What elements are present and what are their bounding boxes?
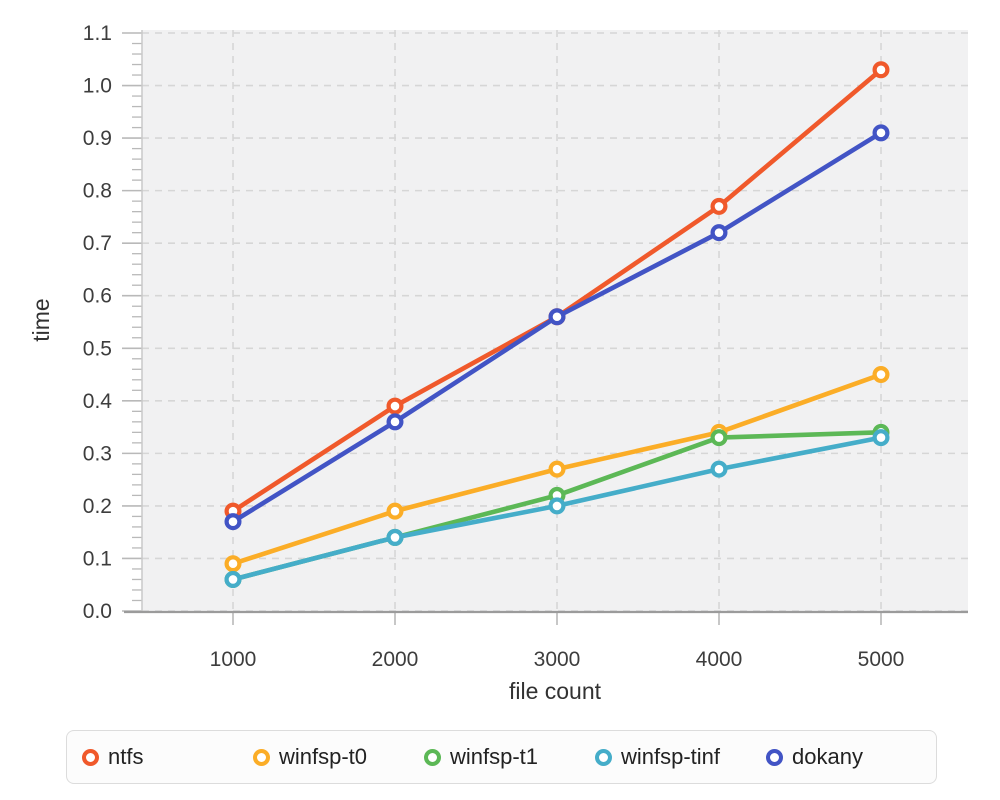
x-tick-label: 1000 bbox=[210, 648, 257, 671]
y-tick-label: 0.8 bbox=[83, 180, 112, 203]
series-marker-dokany bbox=[386, 413, 404, 431]
legend-item-label: ntfs bbox=[108, 744, 144, 769]
y-tick-label: 0.5 bbox=[83, 337, 112, 360]
y-tick-label: 0.4 bbox=[83, 390, 113, 413]
legend: ntfs winfsp-t0 winfsp-t1 winfsp-tinf dokany bbox=[66, 730, 937, 784]
series-marker-winfsp-tinf bbox=[224, 570, 242, 588]
y-axis-label: time bbox=[28, 298, 54, 341]
legend-item-label: winfsp-t1 bbox=[450, 744, 539, 769]
winfsp-t0-marker-icon bbox=[253, 748, 270, 766]
series-marker-winfsp-t0 bbox=[872, 366, 890, 384]
series-marker-winfsp-tinf bbox=[548, 497, 566, 515]
legend-item-winfsp-t0: winfsp-t0 bbox=[253, 744, 424, 770]
series-marker-ntfs bbox=[386, 397, 404, 415]
series-marker-ntfs bbox=[710, 197, 728, 215]
series-marker-dokany bbox=[872, 124, 890, 142]
series-marker-winfsp-tinf bbox=[872, 429, 890, 447]
x-tick-label: 2000 bbox=[372, 648, 419, 671]
legend-item-label: dokany bbox=[792, 744, 863, 769]
winfsp-tinf-marker-icon bbox=[595, 748, 612, 766]
y-tick-label: 1.0 bbox=[83, 75, 112, 98]
winfsp-t1-marker-icon bbox=[424, 748, 441, 766]
legend-item-winfsp-t1: winfsp-t1 bbox=[424, 744, 595, 770]
series-marker-winfsp-tinf bbox=[710, 460, 728, 478]
series-marker-winfsp-tinf bbox=[386, 528, 404, 546]
series-marker-dokany bbox=[710, 224, 728, 242]
line-chart: 0.0 0.1 0.2 0.3 0.4 0.5 0.6 0.7 0.8 0.9 1.0 1.1 1000… bbox=[28, 22, 968, 704]
ntfs-marker-icon bbox=[82, 748, 99, 766]
series-marker-winfsp-t1 bbox=[710, 429, 728, 447]
x-tick-label: 5000 bbox=[858, 648, 905, 671]
x-tick-label: 4000 bbox=[696, 648, 743, 671]
y-tick-label: 0.9 bbox=[83, 127, 112, 150]
legend-item-ntfs: ntfs bbox=[82, 744, 253, 770]
x-tick-label: 3000 bbox=[534, 648, 581, 671]
legend-item-label: winfsp-t0 bbox=[279, 744, 368, 769]
series-marker-winfsp-t0 bbox=[386, 502, 404, 520]
series-marker-winfsp-t0 bbox=[548, 460, 566, 478]
legend-item-label: winfsp-tinf bbox=[621, 744, 721, 769]
x-axis-label: file count bbox=[509, 678, 602, 704]
y-tick-label: 0.7 bbox=[83, 232, 112, 255]
y-tick-label: 0.1 bbox=[83, 547, 112, 570]
y-tick-label: 0.6 bbox=[83, 285, 112, 308]
series-marker-dokany bbox=[224, 513, 242, 531]
y-tick-label: 1.1 bbox=[83, 22, 112, 45]
dokany-marker-icon bbox=[766, 748, 783, 766]
y-tick-label: 0.2 bbox=[83, 495, 112, 518]
legend-item-dokany: dokany bbox=[766, 744, 863, 770]
legend-item-winfsp-tinf: winfsp-tinf bbox=[595, 744, 766, 770]
y-tick-label: 0.0 bbox=[83, 600, 112, 623]
series-marker-winfsp-t0 bbox=[224, 555, 242, 573]
series-marker-ntfs bbox=[872, 61, 890, 79]
y-tick-label: 0.3 bbox=[83, 442, 112, 465]
series-marker-dokany bbox=[548, 308, 566, 326]
